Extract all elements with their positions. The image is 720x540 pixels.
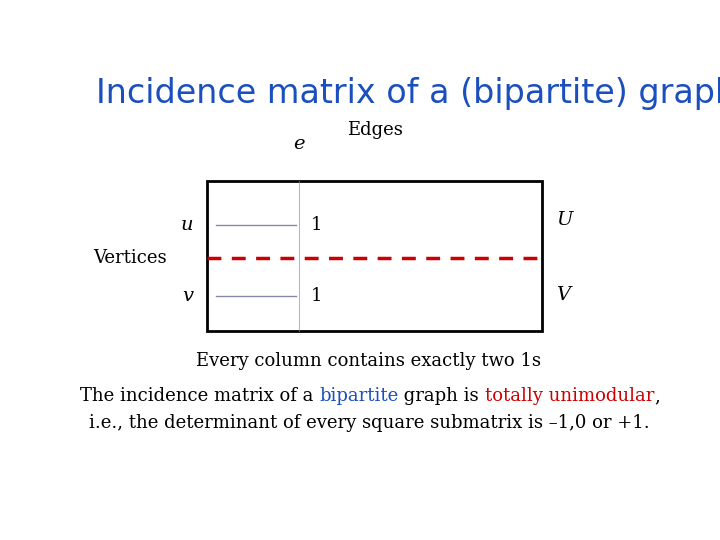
Text: graph is: graph is — [398, 387, 485, 405]
Text: 1: 1 — [310, 287, 322, 305]
Text: totally unimodular: totally unimodular — [485, 387, 654, 405]
Text: Every column contains exactly two 1s: Every column contains exactly two 1s — [197, 352, 541, 370]
Text: bipartite: bipartite — [319, 387, 398, 405]
Text: v: v — [182, 287, 193, 305]
Text: Vertices: Vertices — [93, 249, 166, 267]
Text: i.e., the determinant of every square submatrix is –1,0 or +1.: i.e., the determinant of every square su… — [89, 414, 649, 432]
Text: u: u — [181, 216, 193, 234]
Text: U: U — [556, 211, 572, 228]
Text: e: e — [294, 136, 305, 153]
Text: ,: , — [654, 387, 660, 405]
Bar — [207, 181, 542, 331]
Text: Incidence matrix of a (bipartite) graph: Incidence matrix of a (bipartite) graph — [96, 77, 720, 110]
Text: The incidence matrix of a: The incidence matrix of a — [80, 387, 319, 405]
Text: 1: 1 — [310, 216, 322, 234]
Text: V: V — [556, 286, 570, 303]
Text: Edges: Edges — [346, 121, 402, 139]
